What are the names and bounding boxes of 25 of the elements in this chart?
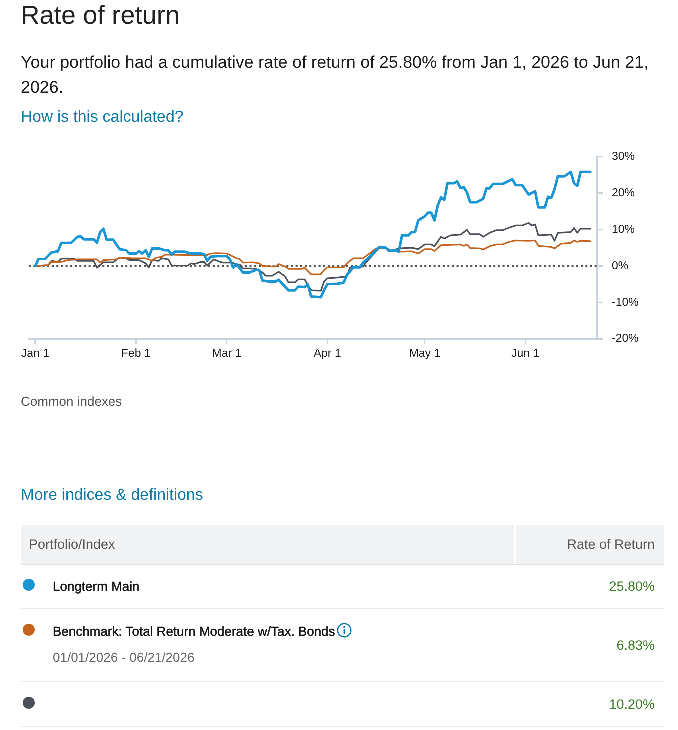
text: How is this calculated? (21, 108, 184, 128)
text: More indices & definitions (21, 486, 204, 506)
y-tick-label: 30% (612, 151, 636, 164)
text: Portfolio/Index (29, 536, 116, 554)
text: 10.20% (609, 696, 655, 714)
y-tick-label: 0% (612, 260, 629, 272)
x-tick-label: Apr 1 (314, 348, 342, 360)
text: Rate of Return (567, 536, 655, 554)
y-tick-label: -20% (612, 333, 639, 346)
legend-label: Benchmark: Total Return Moderate w/Tax. Bonds (53, 624, 336, 639)
text: 25.80% (609, 578, 655, 596)
y-tick-label: 10% (612, 224, 636, 236)
x-tick-label: Mar 1 (212, 348, 242, 360)
y-tick-label: -10% (612, 296, 639, 309)
x-tick-label: Jan 1 (21, 348, 50, 360)
x-tick-label: May 1 (409, 348, 441, 360)
text: 6.83% (616, 636, 655, 654)
x-tick-label: Jun 1 (512, 348, 540, 360)
legend-label: Longterm Main (53, 579, 140, 594)
text: 01/01/2026 - 06/21/2026 (53, 649, 195, 667)
y-tick-label: 20% (612, 187, 636, 200)
chart-subtitle: Your portfolio had a cumulative rate of return of 25.80% from Jan 1, 2026 to Jun 21, 2026. (21, 52, 650, 99)
text: Common indexes (21, 393, 122, 411)
chart-title: Rate of return (21, 0, 180, 30)
x-tick-label: Feb 1 (121, 348, 151, 360)
